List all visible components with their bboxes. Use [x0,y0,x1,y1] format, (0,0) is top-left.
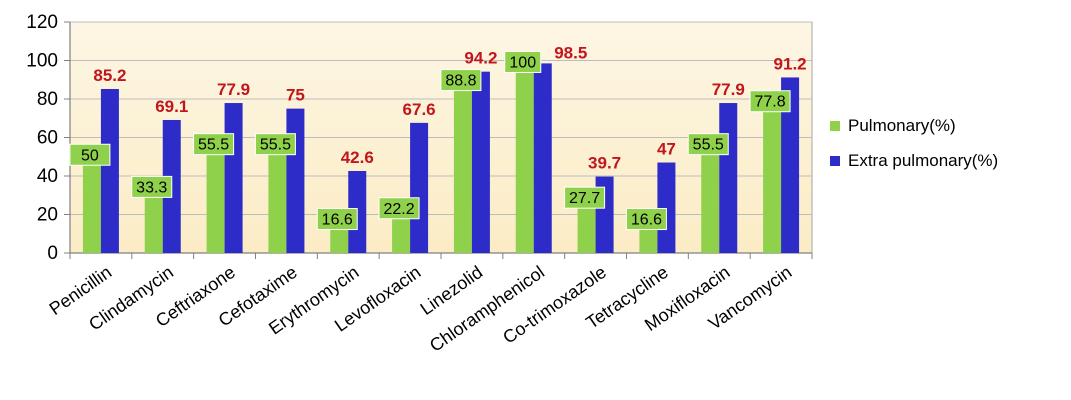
data-label-box-pulmonary [69,143,111,166]
data-label-extra-pulmonary: 77.9 [712,80,745,99]
bar-pulmonary [206,146,225,253]
data-label-box-pulmonary [440,69,482,92]
bar-pulmonary [763,103,782,253]
y-tick-label: 60 [37,128,58,149]
data-label-extra-pulmonary: 75 [286,86,305,105]
legend-label: Pulmonary(%) [848,116,956,135]
data-label-pulmonary: 33.3 [136,179,167,196]
data-label-pulmonary: 55.5 [693,137,724,154]
y-tick-label: 40 [37,166,58,187]
bar-extra-pulmonary [224,103,243,253]
data-label-box-pulmonary [564,186,606,209]
bar-pulmonary [392,210,411,253]
bar-pulmonary [515,60,534,253]
data-label-box-pulmonary [625,208,667,231]
data-label-box-pulmonary [378,197,420,220]
bar-extra-pulmonary [781,77,800,253]
bar-extra-pulmonary [410,122,429,254]
data-label-pulmonary: 50 [81,147,99,164]
data-label-extra-pulmonary: 67.6 [403,100,436,119]
bar-extra-pulmonary [533,63,552,254]
x-category-label: Co-trimoxazole [499,262,610,348]
data-label-extra-pulmonary: 94.2 [464,49,497,68]
data-label-box-pulmonary [749,90,791,113]
data-label-pulmonary: 100 [509,55,536,72]
bar-extra-pulmonary [657,162,676,253]
data-label-box-pulmonary [504,51,542,73]
bar-extra-pulmonary [471,71,490,253]
bar-extra-pulmonary [719,103,738,253]
data-label-pulmonary: 55.5 [260,137,291,154]
bar-pulmonary [268,146,287,253]
data-label-pulmonary: 77.8 [755,94,786,111]
data-label-box-pulmonary [316,208,358,231]
data-label-box-pulmonary [687,133,729,156]
data-label-pulmonary: 16.6 [322,212,353,229]
data-label-pulmonary: 16.6 [631,212,662,229]
bar-extra-pulmonary [100,88,119,254]
y-tick-label: 80 [37,89,58,110]
data-label-extra-pulmonary: 98.5 [554,43,587,62]
bar-extra-pulmonary [286,108,305,253]
data-label-box-pulmonary [131,175,173,198]
bar-pulmonary [701,146,720,253]
data-label-extra-pulmonary: 85.2 [93,66,126,85]
legend-label: Extra pulmonary(%) [848,151,998,170]
legend-swatch [830,156,840,166]
legend-item-extra-pulmonary: Extra pulmonary(%) [830,151,998,170]
y-tick-label: 20 [37,205,58,226]
bar-pulmonary [144,188,163,253]
data-label-extra-pulmonary: 39.7 [588,154,621,173]
y-tick-label: 100 [26,51,58,72]
data-label-pulmonary: 88.8 [445,73,476,90]
y-tick-label: 120 [26,12,58,33]
y-tick-label: 0 [47,243,58,264]
data-label-extra-pulmonary: 77.9 [217,80,250,99]
data-label-pulmonary: 55.5 [198,137,229,154]
data-label-extra-pulmonary: 69.1 [155,97,188,116]
bar-pulmonary [577,199,596,253]
data-label-extra-pulmonary: 47 [657,140,676,159]
legend-item-pulmonary: Pulmonary(%) [830,116,956,135]
plot-area: 0204060801001205085.2Penicillin33.369.1C… [26,12,998,356]
data-label-box-pulmonary [254,133,296,156]
data-label-extra-pulmonary: 91.2 [774,54,807,73]
data-label-pulmonary: 27.7 [569,190,600,207]
data-label-box-pulmonary [193,133,235,156]
data-label-extra-pulmonary: 42.6 [341,148,374,167]
legend-swatch [830,121,840,131]
bar-pulmonary [82,156,101,253]
bar-pulmonary [453,82,472,253]
data-label-pulmonary: 22.2 [384,201,415,218]
